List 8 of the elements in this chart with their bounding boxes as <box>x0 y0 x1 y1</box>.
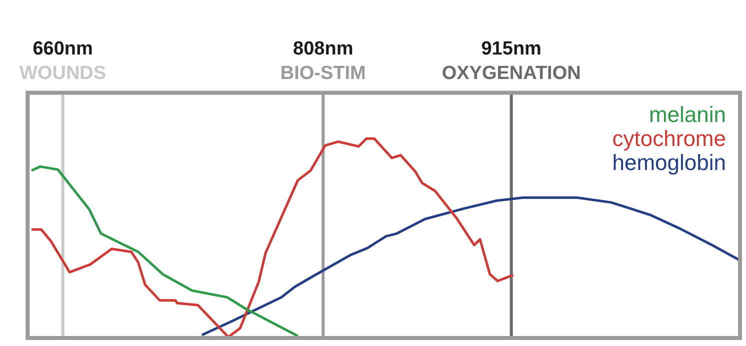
series-label: hemoglobin <box>612 150 726 175</box>
x-tick-label: 915nm <box>481 38 542 60</box>
x-tick-label: 808nm <box>293 38 354 60</box>
x-tick-label: 660nm <box>32 38 93 60</box>
text: melanin <box>648 102 726 127</box>
ref-line-label: BIO-STIM <box>280 62 366 84</box>
text: cytochrome <box>612 126 726 151</box>
ref-line-label: OXYGENATION <box>442 62 581 84</box>
